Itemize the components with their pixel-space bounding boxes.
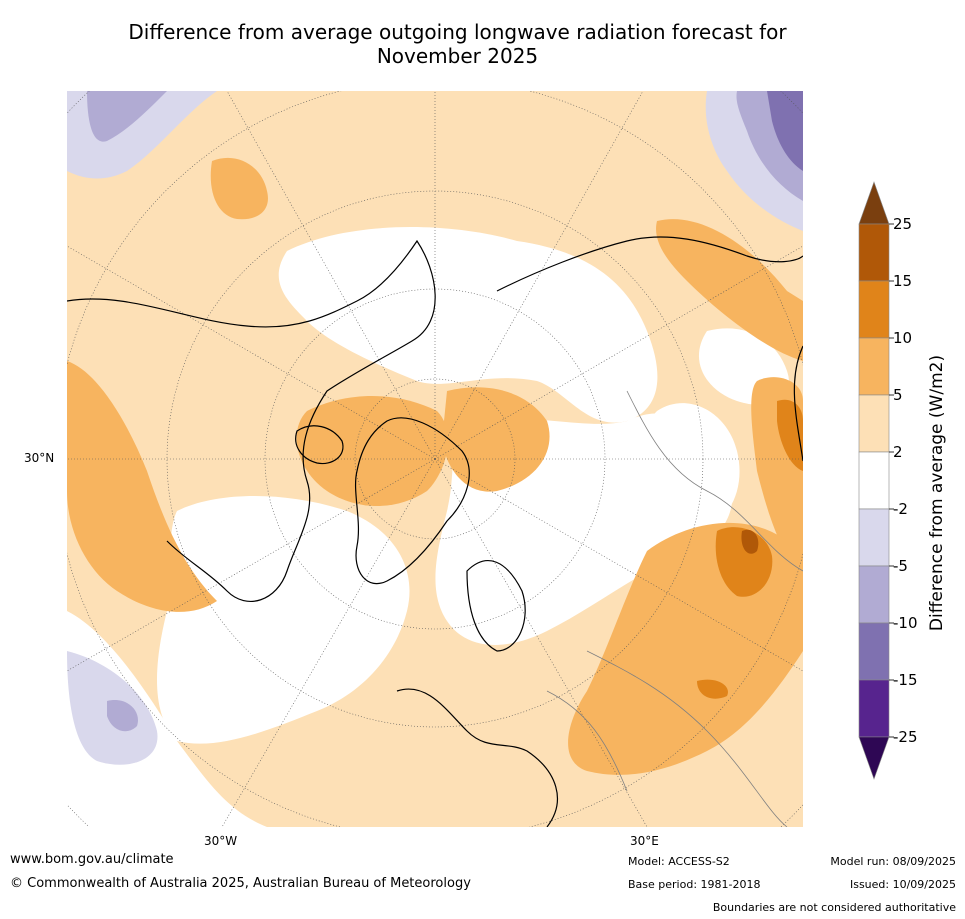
- lon-label-30e: 30°E: [630, 834, 659, 848]
- positive-zone-greenland: [296, 396, 448, 506]
- cbar-tick: 25: [893, 215, 913, 233]
- colorbar-title: Difference from average (W/m2): [927, 354, 947, 632]
- cbar-tick: -25: [893, 728, 918, 746]
- colorbar-bin: [858, 280, 890, 339]
- footer-copyright: © Commonwealth of Australia 2025, Austra…: [10, 876, 471, 891]
- footer-base-period: Base period: 1981-2018: [628, 878, 761, 891]
- coast-greenland: [354, 417, 470, 585]
- colorbar-bin: [858, 736, 890, 780]
- positive-zone-bering: [210, 157, 268, 220]
- colorbar-bin: [858, 223, 890, 282]
- positive-zone-north-america: [67, 361, 217, 612]
- graticule: [67, 91, 803, 827]
- positive-zone-strongest: [741, 529, 759, 554]
- cbar-tick: -10: [893, 614, 918, 632]
- neutral-zone-arctic: [278, 227, 658, 423]
- borders: [546, 390, 803, 827]
- neutral-zone-atlantic: [157, 496, 410, 744]
- colorbar-bin: [858, 622, 890, 681]
- title-line-2: November 2025: [376, 44, 539, 68]
- positive-zone-east-siberia: [656, 219, 803, 361]
- colorbar-bin: [858, 337, 890, 396]
- lat-label-30n: 30°N: [24, 451, 55, 465]
- coast-scandinavia: [466, 560, 526, 652]
- coast-north-america: [67, 239, 436, 602]
- negative-zone-east-pacific-core: [107, 700, 138, 732]
- cbar-tick: 15: [893, 272, 913, 290]
- coast-canadian-archipelago: [295, 425, 344, 465]
- coast-east-asia: [793, 345, 803, 462]
- negative-zone-far-east-strong: [767, 91, 803, 171]
- neutral-zone-west-asia: [641, 403, 740, 531]
- cbar-tick: 10: [893, 329, 913, 347]
- title-line-1: Difference from average outgoing longwav…: [128, 20, 787, 44]
- cbar-tick: -5: [893, 557, 908, 575]
- colorbar-bin: [858, 394, 890, 453]
- colorbar-bin: [858, 679, 890, 738]
- coast-eurasia-north: [496, 236, 803, 292]
- colorbar-bin: [858, 181, 890, 225]
- footer-url: www.bom.gov.au/climate: [10, 852, 174, 867]
- neutral-zone-north-pacific: [67, 611, 267, 827]
- lon-label-30w: 30°W: [204, 834, 238, 848]
- cbar-tick: -2: [893, 500, 908, 518]
- cbar-tick: 5: [893, 386, 903, 404]
- cbar-tick: -15: [893, 671, 918, 689]
- footer-issued: Issued: 10/09/2025: [849, 878, 956, 891]
- positive-zone-strong-3: [697, 679, 728, 699]
- footer-model: Model: ACCESS-S2: [628, 855, 730, 868]
- olr-anomaly-map: [67, 91, 803, 827]
- coast-europe: [396, 688, 558, 827]
- colorbar: [858, 181, 894, 780]
- cbar-tick: 2: [893, 443, 903, 461]
- colorbar-bin: [858, 565, 890, 624]
- negative-zone-pacific-core: [87, 91, 167, 142]
- colorbar-bin: [858, 508, 890, 567]
- footer-disclaimer: Boundaries are not considered authoritat…: [712, 901, 956, 914]
- coastlines: [67, 236, 803, 827]
- footer-model-run: Model run: 08/09/2025: [830, 855, 956, 868]
- map-title: Difference from average outgoing longwav…: [60, 20, 855, 68]
- colorbar-bin: [858, 451, 890, 510]
